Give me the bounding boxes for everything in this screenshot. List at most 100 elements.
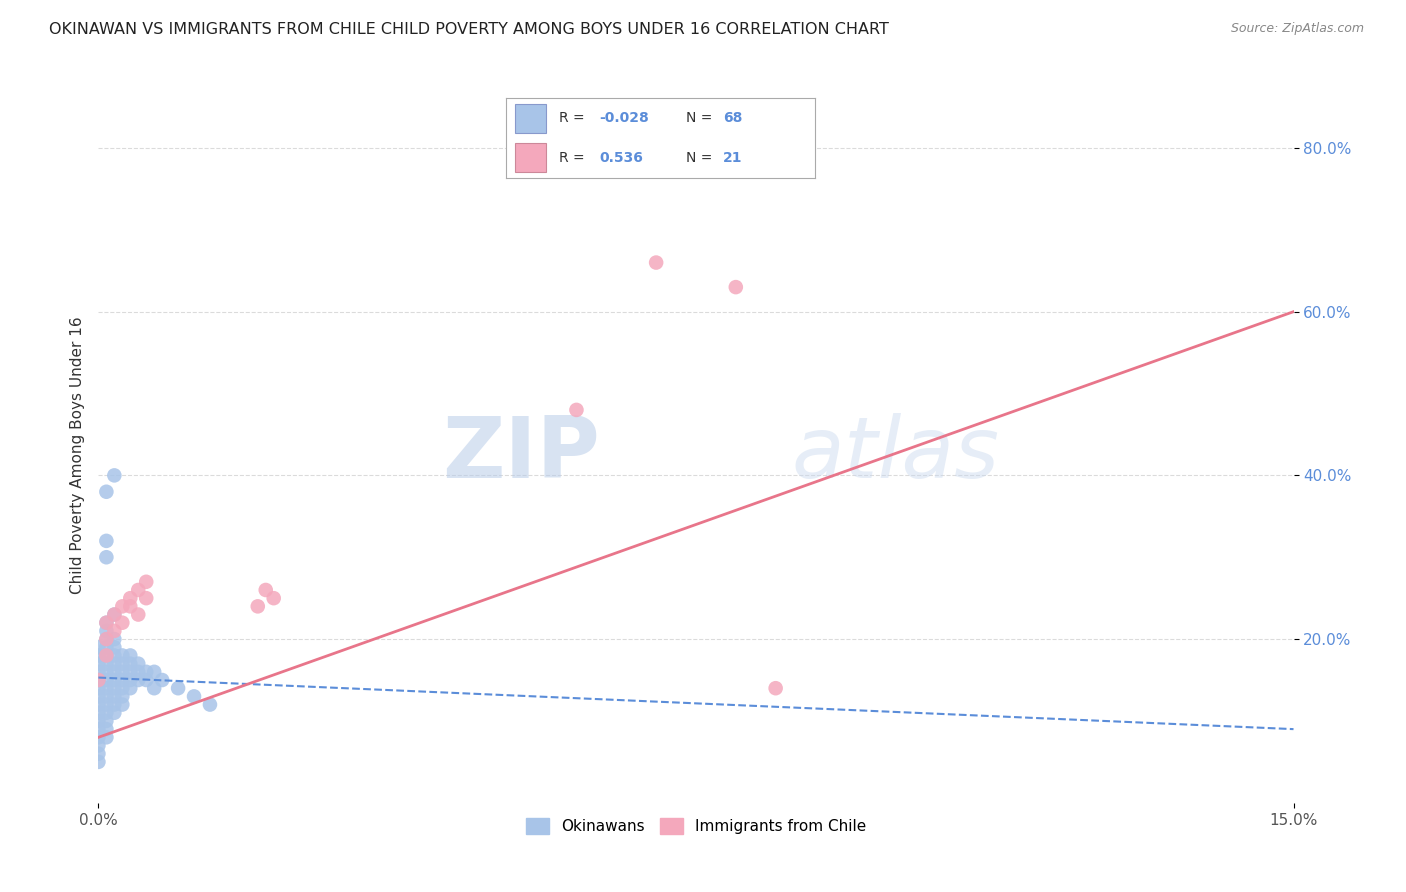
Point <box>96 722 118 736</box>
Point <box>87 739 110 753</box>
Point <box>167 681 190 696</box>
Text: OKINAWAN VS IMMIGRANTS FROM CHILE CHILD POVERTY AMONG BOYS UNDER 16 CORRELATION : OKINAWAN VS IMMIGRANTS FROM CHILE CHILD … <box>49 22 889 37</box>
Point <box>103 698 125 712</box>
Point <box>120 648 142 663</box>
Point <box>103 632 125 646</box>
Point <box>724 280 747 294</box>
Point <box>565 403 588 417</box>
Text: R =: R = <box>558 112 589 125</box>
Text: -0.028: -0.028 <box>599 112 648 125</box>
Point <box>263 591 285 606</box>
Point <box>96 731 118 745</box>
Point <box>135 591 157 606</box>
Point <box>103 706 125 720</box>
Point <box>103 468 125 483</box>
Point <box>87 698 110 712</box>
Point <box>96 657 118 671</box>
Point <box>120 673 142 687</box>
Point <box>103 607 125 622</box>
Point <box>96 665 118 679</box>
Point <box>120 599 142 614</box>
Point <box>111 698 134 712</box>
Point <box>96 484 118 499</box>
Point <box>87 657 110 671</box>
Text: atlas: atlas <box>792 413 1000 497</box>
Point <box>96 550 118 565</box>
Point <box>103 624 125 638</box>
Point <box>96 648 118 663</box>
Point <box>103 681 125 696</box>
Point <box>87 665 110 679</box>
Point <box>127 657 149 671</box>
Point <box>198 698 221 712</box>
Point <box>96 648 118 663</box>
Point <box>103 690 125 704</box>
Point <box>87 673 110 687</box>
Bar <box>516 143 547 172</box>
Point <box>135 673 157 687</box>
Point <box>103 657 125 671</box>
Point <box>111 615 134 630</box>
Point <box>765 681 787 696</box>
Y-axis label: Child Poverty Among Boys Under 16: Child Poverty Among Boys Under 16 <box>69 316 84 594</box>
Point <box>87 681 110 696</box>
Point <box>111 657 134 671</box>
Point <box>111 648 134 663</box>
Text: 68: 68 <box>723 112 742 125</box>
Point <box>103 640 125 655</box>
Point <box>87 706 110 720</box>
Point <box>96 640 118 655</box>
Point <box>87 648 110 663</box>
Point <box>87 755 110 769</box>
Point <box>96 632 118 646</box>
Point <box>96 615 118 630</box>
Text: Source: ZipAtlas.com: Source: ZipAtlas.com <box>1230 22 1364 36</box>
Text: ZIP: ZIP <box>443 413 600 497</box>
Point <box>120 591 142 606</box>
Point <box>120 665 142 679</box>
Point <box>87 690 110 704</box>
Point <box>111 665 134 679</box>
Point <box>87 722 110 736</box>
Legend: Okinawans, Immigrants from Chile: Okinawans, Immigrants from Chile <box>520 813 872 840</box>
Text: N =: N = <box>686 151 716 164</box>
Point <box>96 632 118 646</box>
Point <box>96 706 118 720</box>
Point <box>96 681 118 696</box>
Point <box>96 714 118 728</box>
Point <box>111 681 134 696</box>
Point <box>96 624 118 638</box>
Text: N =: N = <box>686 112 716 125</box>
Point <box>143 665 166 679</box>
Point <box>150 673 173 687</box>
Point <box>87 640 110 655</box>
Point <box>103 665 125 679</box>
Point <box>87 714 110 728</box>
Point <box>127 665 149 679</box>
Point <box>87 731 110 745</box>
Point <box>183 690 205 704</box>
Point <box>254 582 277 597</box>
Text: 21: 21 <box>723 151 742 164</box>
Point <box>246 599 269 614</box>
Point <box>120 657 142 671</box>
Point <box>87 747 110 761</box>
Text: 0.536: 0.536 <box>599 151 643 164</box>
Point <box>96 690 118 704</box>
Point <box>111 673 134 687</box>
Point <box>96 615 118 630</box>
Point <box>120 681 142 696</box>
Point <box>103 673 125 687</box>
Point <box>96 533 118 548</box>
Point <box>645 255 668 269</box>
Point <box>103 607 125 622</box>
Text: R =: R = <box>558 151 593 164</box>
Point <box>96 673 118 687</box>
Point <box>127 582 149 597</box>
Point <box>111 599 134 614</box>
Point <box>87 673 110 687</box>
Point <box>96 698 118 712</box>
Point <box>103 648 125 663</box>
Point <box>127 607 149 622</box>
Bar <box>516 103 547 133</box>
